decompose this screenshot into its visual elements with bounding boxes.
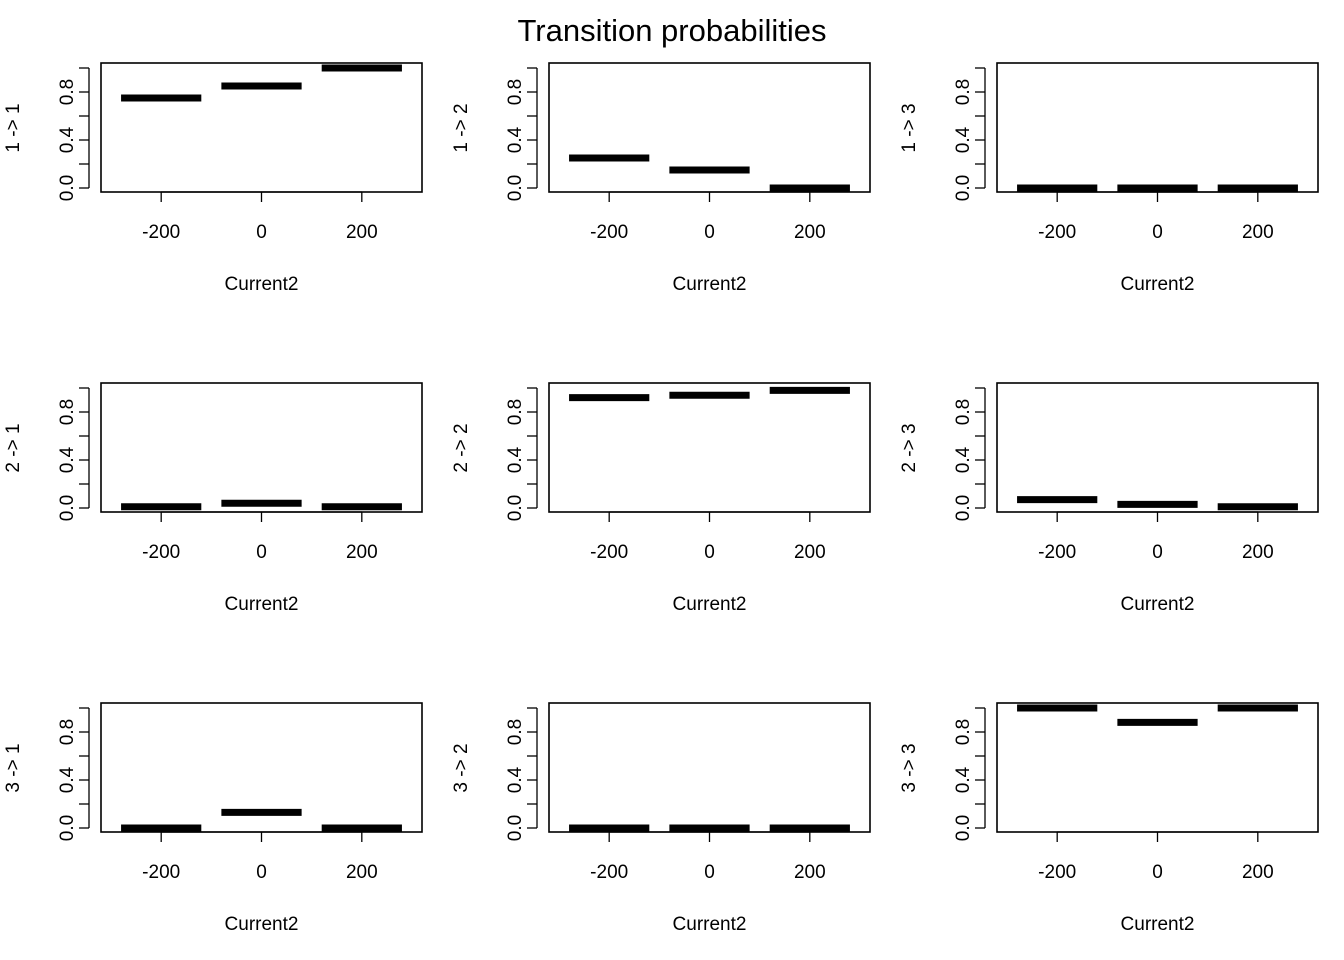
x-tick-label: 200 <box>346 542 378 563</box>
panel-5: 0.0 0.4 0.8 2 -> 2 -200 0 200 Current2 <box>451 382 871 615</box>
plot-frame <box>548 382 871 513</box>
x-axis-label: Current2 <box>673 594 747 615</box>
y-axis-label: 3 -> 1 <box>3 743 24 792</box>
x-tick-label: 0 <box>1152 222 1163 243</box>
y-tick-label: 0.4 <box>505 126 526 153</box>
y-axis-label: 2 -> 3 <box>899 423 920 472</box>
x-axis-label: Current2 <box>225 914 299 935</box>
x-axis-label: Current2 <box>673 914 747 935</box>
panel-1: 0.0 0.4 0.8 1 -> 1 -200 0 200 Current2 <box>3 62 423 295</box>
plot-frame <box>996 382 1319 513</box>
x-tick-label: 0 <box>704 542 715 563</box>
y-tick-label: 0.0 <box>505 495 526 521</box>
x-tick-label: 200 <box>346 222 378 243</box>
x-tick-label: 200 <box>794 542 826 563</box>
y-tick-label: 0.4 <box>57 126 78 153</box>
y-tick-label: 0.8 <box>953 719 974 745</box>
x-axis-label: Current2 <box>225 274 299 295</box>
x-tick-label: -200 <box>590 542 628 563</box>
y-axis-label: 1 -> 3 <box>899 103 920 152</box>
x-tick-label: 0 <box>704 222 715 243</box>
y-tick-label: 0.0 <box>57 815 78 841</box>
x-tick-label: -200 <box>142 542 180 563</box>
x-tick-label: 200 <box>1242 862 1274 883</box>
y-tick-label: 0.0 <box>953 175 974 201</box>
y-tick-label: 0.8 <box>953 399 974 425</box>
x-tick-label: 0 <box>256 542 267 563</box>
y-tick-label: 0.8 <box>57 399 78 425</box>
y-tick-label: 0.4 <box>57 446 78 473</box>
x-tick-label: 200 <box>794 862 826 883</box>
x-axis-label: Current2 <box>225 594 299 615</box>
y-tick-label: 0.0 <box>505 815 526 841</box>
y-tick-label: 0.4 <box>953 766 974 793</box>
y-tick-label: 0.4 <box>505 766 526 793</box>
y-tick-label: 0.4 <box>505 446 526 473</box>
y-axis-label: 2 -> 2 <box>451 423 472 472</box>
x-tick-label: 200 <box>794 222 826 243</box>
y-axis-label: 1 -> 2 <box>451 103 472 152</box>
y-tick-label: 0.8 <box>57 79 78 105</box>
y-axis-label: 3 -> 3 <box>899 743 920 792</box>
x-tick-label: 0 <box>704 862 715 883</box>
x-tick-label: -200 <box>1038 222 1076 243</box>
x-tick-label: -200 <box>1038 542 1076 563</box>
plot-frame <box>100 62 423 193</box>
x-tick-label: -200 <box>590 862 628 883</box>
x-tick-label: 200 <box>1242 542 1274 563</box>
y-tick-label: 0.4 <box>953 126 974 153</box>
x-tick-label: 0 <box>1152 862 1163 883</box>
y-axis-label: 3 -> 2 <box>451 743 472 792</box>
x-tick-label: 0 <box>256 862 267 883</box>
panel-7: 0.0 0.4 0.8 3 -> 1 -200 0 200 Current2 <box>3 702 423 935</box>
x-axis-label: Current2 <box>673 274 747 295</box>
x-axis-label: Current2 <box>1121 274 1195 295</box>
panel-2: 0.0 0.4 0.8 1 -> 2 -200 0 200 Current2 <box>451 62 871 295</box>
x-tick-label: 200 <box>346 862 378 883</box>
plot-frame <box>996 62 1319 193</box>
x-axis-label: Current2 <box>1121 914 1195 935</box>
plot-frame <box>100 382 423 513</box>
panel-6: 0.0 0.4 0.8 2 -> 3 -200 0 200 Current2 <box>899 382 1319 615</box>
x-tick-label: 0 <box>256 222 267 243</box>
y-tick-label: 0.8 <box>505 719 526 745</box>
y-tick-label: 0.8 <box>57 719 78 745</box>
y-axis-label: 2 -> 1 <box>3 423 24 472</box>
panel-grid: 0.0 0.4 0.8 1 -> 1 -200 0 200 Current2 0.0 0.4 0.8… <box>3 62 1319 935</box>
panel-4: 0.0 0.4 0.8 2 -> 1 -200 0 200 Current2 <box>3 382 423 615</box>
y-tick-label: 0.8 <box>505 79 526 105</box>
y-tick-label: 0.8 <box>953 79 974 105</box>
y-tick-label: 0.0 <box>57 495 78 521</box>
x-tick-label: 0 <box>1152 542 1163 563</box>
plot-frame <box>548 702 871 833</box>
x-tick-label: -200 <box>590 222 628 243</box>
panel-3: 0.0 0.4 0.8 1 -> 3 -200 0 200 Current2 <box>899 62 1319 295</box>
y-axis-label: 1 -> 1 <box>3 103 24 152</box>
y-tick-label: 0.4 <box>57 766 78 793</box>
panel-8: 0.0 0.4 0.8 3 -> 2 -200 0 200 Current2 <box>451 702 871 935</box>
panel-9: 0.0 0.4 0.8 3 -> 3 -200 0 200 Current2 <box>899 702 1319 935</box>
x-tick-label: -200 <box>142 222 180 243</box>
y-tick-label: 0.8 <box>505 399 526 425</box>
y-tick-label: 0.0 <box>57 175 78 201</box>
x-tick-label: 200 <box>1242 222 1274 243</box>
y-tick-label: 0.0 <box>505 175 526 201</box>
x-axis-label: Current2 <box>1121 594 1195 615</box>
figure-title: Transition probabilities <box>517 13 826 48</box>
x-tick-label: -200 <box>142 862 180 883</box>
x-tick-label: -200 <box>1038 862 1076 883</box>
y-tick-label: 0.4 <box>953 446 974 473</box>
y-tick-label: 0.0 <box>953 815 974 841</box>
y-tick-label: 0.0 <box>953 495 974 521</box>
